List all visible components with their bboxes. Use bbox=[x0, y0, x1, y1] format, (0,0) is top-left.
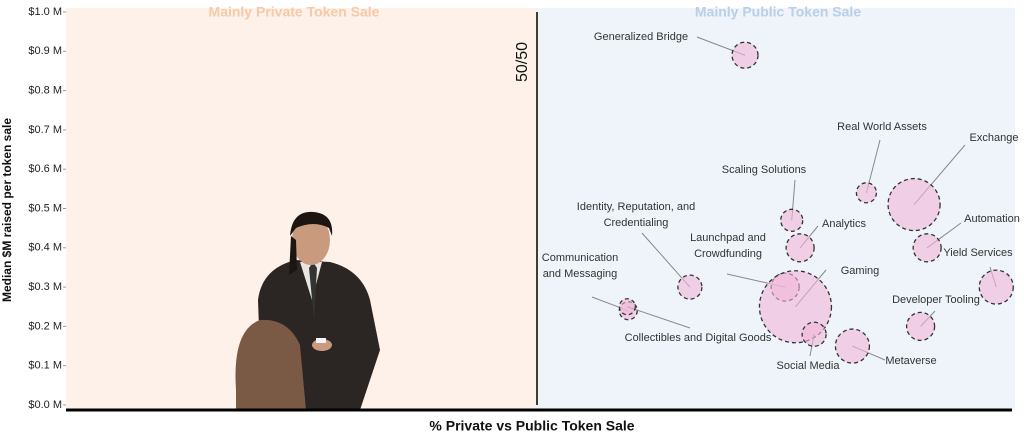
bubble-label: Social Media bbox=[776, 360, 840, 372]
bubble bbox=[912, 233, 942, 263]
bubble-label: Analytics bbox=[821, 218, 867, 230]
bubble-label: Communication and Messaging bbox=[541, 252, 619, 280]
y-tick-label: $0.8 M bbox=[28, 85, 62, 97]
bubble bbox=[887, 177, 941, 232]
bubble-label: Scaling Solutions bbox=[721, 164, 807, 176]
y-tick-label: $0.7 M bbox=[28, 124, 62, 136]
bubble-label: Developer Tooling bbox=[892, 294, 980, 306]
bubble bbox=[801, 321, 827, 347]
bubble-label: Real World Assets bbox=[837, 121, 927, 133]
y-tick-label: $0.1 M bbox=[28, 360, 62, 372]
bubble-label: Generalized Bridge bbox=[593, 31, 689, 43]
bubble-label: Metaverse bbox=[885, 355, 937, 367]
bubble bbox=[834, 328, 871, 364]
bubble-label: Exchange bbox=[969, 132, 1019, 144]
bubble bbox=[855, 182, 878, 204]
divider-label: 50/50 bbox=[514, 42, 531, 82]
x-axis-title: % Private vs Public Token Sale bbox=[429, 418, 634, 434]
meme-figure bbox=[235, 211, 380, 410]
bubble bbox=[618, 298, 636, 316]
y-tick-label: $0.0 M bbox=[28, 399, 62, 411]
y-tick-label: $0.5 M bbox=[28, 202, 62, 214]
y-tick-label: $0.3 M bbox=[28, 281, 62, 293]
y-tick-label: $0.4 M bbox=[28, 242, 62, 254]
region-label: Mainly Public Token Sale bbox=[695, 4, 861, 20]
bubble bbox=[780, 208, 804, 232]
bubble-label: Yield Services bbox=[943, 247, 1013, 259]
leader-line bbox=[641, 232, 691, 288]
bubble-label: Identity, Reputation, and Credentialing bbox=[576, 201, 696, 229]
y-tick-label: $0.6 M bbox=[28, 163, 62, 175]
y-tick-label: $0.2 M bbox=[28, 320, 62, 332]
y-tick-label: $0.9 M bbox=[28, 45, 62, 57]
bubble-label: Gaming bbox=[840, 265, 880, 277]
bubble bbox=[677, 274, 703, 300]
bubble bbox=[785, 233, 815, 263]
bubble bbox=[731, 41, 759, 69]
bubble-label: Launchpad and Crowdfunding bbox=[690, 232, 766, 260]
region-label: Mainly Private Token Sale bbox=[209, 4, 380, 20]
bubble bbox=[978, 269, 1014, 305]
bubble-label: Collectibles and Digital Goods bbox=[624, 332, 772, 344]
leader-line bbox=[627, 306, 691, 329]
y-tick-label: $1.0 M bbox=[28, 6, 62, 18]
bubble-label: Automation bbox=[964, 213, 1020, 225]
y-axis-title: Median $M raised per token sale bbox=[0, 118, 14, 302]
bubble bbox=[905, 311, 936, 342]
